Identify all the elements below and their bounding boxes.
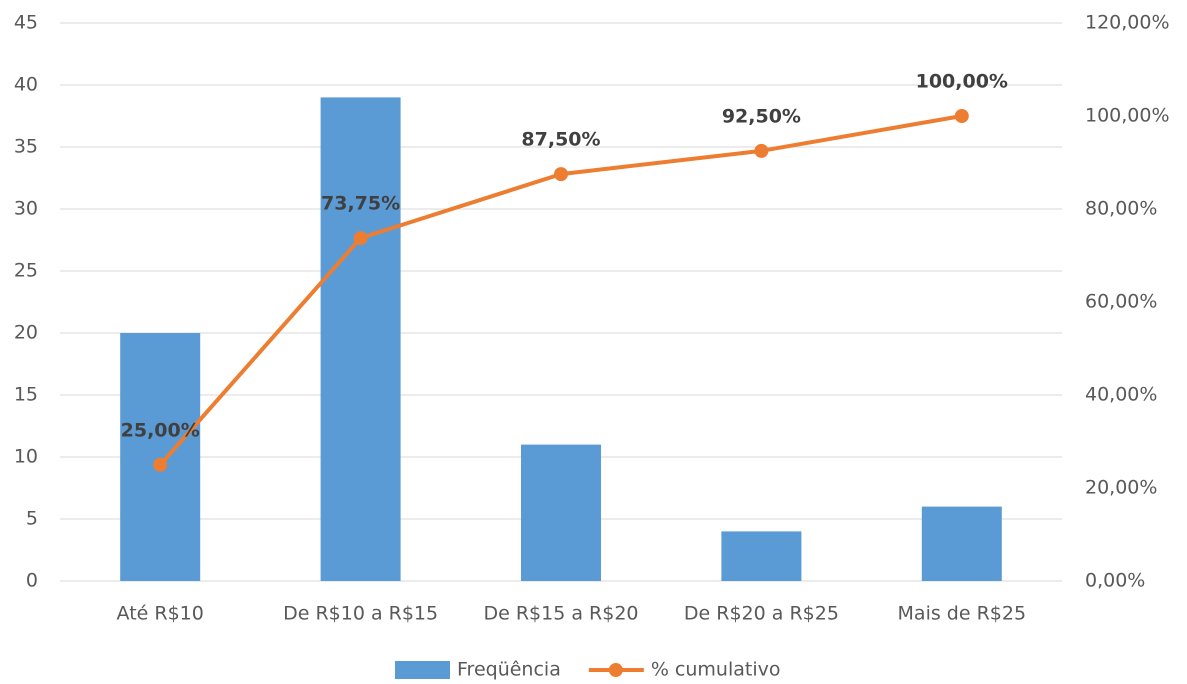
y-tick-label: 10 bbox=[14, 446, 38, 468]
x-tick-label: De R$15 a R$20 bbox=[483, 603, 638, 625]
data-label: 100,00% bbox=[916, 71, 1008, 93]
bar bbox=[521, 444, 601, 581]
line-point bbox=[153, 457, 168, 472]
x-tick-label: Até R$10 bbox=[117, 603, 204, 625]
y2-tick-label: 20,00% bbox=[1085, 477, 1157, 499]
bar bbox=[120, 333, 201, 581]
line-point bbox=[954, 109, 969, 123]
data-label: 87,50% bbox=[521, 129, 600, 151]
legend-label: Freqüência bbox=[457, 659, 561, 681]
y2-tick-label: 60,00% bbox=[1085, 291, 1157, 313]
bar bbox=[721, 531, 802, 581]
y-tick-label: 5 bbox=[26, 508, 38, 530]
data-label: 25,00% bbox=[121, 419, 200, 441]
y-tick-label: 45 bbox=[14, 12, 38, 34]
legend-label: % cumulativo bbox=[651, 659, 781, 681]
y-tick-label: 15 bbox=[14, 384, 38, 406]
line-point bbox=[754, 143, 769, 158]
y2-tick-label: 120,00% bbox=[1085, 12, 1170, 34]
y-tick-label: 30 bbox=[14, 198, 38, 220]
data-label: 92,50% bbox=[722, 105, 801, 127]
y-tick-label: 0 bbox=[26, 570, 38, 592]
x-tick-label: De R$10 a R$15 bbox=[283, 603, 438, 625]
y-tick-label: 20 bbox=[14, 322, 38, 344]
bar bbox=[921, 506, 1002, 581]
data-label: 73,75% bbox=[321, 193, 400, 215]
bar bbox=[320, 97, 401, 582]
x-tick-label: Mais de R$25 bbox=[898, 603, 1027, 625]
x-tick-label: De R$20 a R$25 bbox=[684, 603, 839, 625]
line-point bbox=[554, 167, 568, 182]
y2-tick-label: 80,00% bbox=[1085, 198, 1157, 220]
y-tick-label: 35 bbox=[14, 136, 38, 158]
y2-tick-label: 100,00% bbox=[1085, 105, 1170, 127]
y-tick-label: 40 bbox=[14, 74, 38, 96]
line-point bbox=[353, 231, 368, 246]
legend-swatch bbox=[608, 663, 623, 677]
legend-swatch bbox=[395, 661, 450, 679]
y-tick-label: 25 bbox=[14, 260, 38, 282]
y2-tick-label: 40,00% bbox=[1085, 384, 1157, 406]
y2-tick-label: 0,00% bbox=[1085, 570, 1145, 592]
